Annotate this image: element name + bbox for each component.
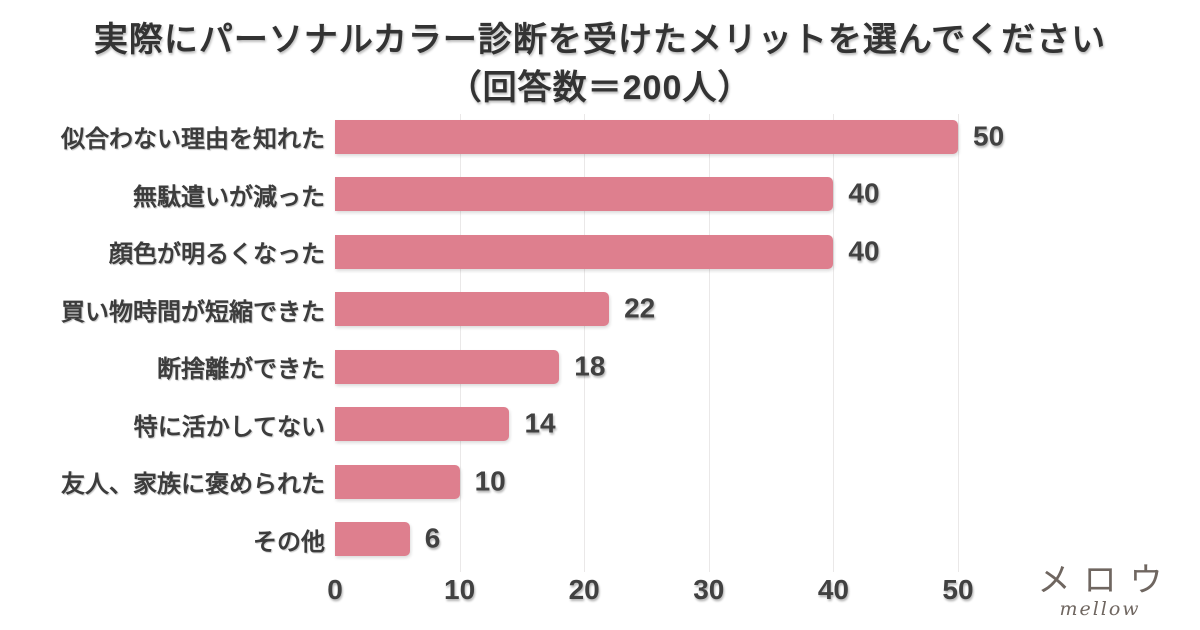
x-axis: 0 10 20 30 40 50 [0,574,1200,614]
bar-chart: 似合わない理由を知れた 50 無駄遣いが減った 40 顔色が明るくなった 40 … [0,108,1200,628]
mellow-logo-katakana: メロウ [1037,560,1176,599]
x-tick-0: 0 [327,574,343,605]
x-tick-20: 20 [568,574,600,605]
bar [335,119,958,154]
category-label: 無駄遣いが減った [133,183,325,211]
gridline-50 [958,114,959,572]
bar [335,349,560,384]
value-label: 6 [424,522,441,554]
bar [335,234,834,269]
bar-track: 6 [335,511,1200,569]
bar-track: 40 [335,166,1200,224]
gridline-10 [459,114,461,572]
bar-track: 18 [335,338,1200,396]
chart-row: 断捨離ができた 18 [0,338,1200,396]
mellow-logo: メロウ mellow [1020,553,1180,620]
bar [335,177,834,211]
x-tick-30: 30 [693,574,725,605]
x-tick-40: 40 [817,574,849,605]
category-label: その他 [253,528,325,556]
value-label: 50 [973,120,1005,152]
value-label: 40 [848,177,880,209]
x-tick-50: 50 [942,574,974,605]
chart-row: 特に活かしてない 14 [0,396,1200,454]
gridline-30 [708,114,710,572]
bar-track: 50 [335,108,1200,166]
bar-track: 22 [335,281,1200,339]
value-label: 10 [474,465,506,497]
gridline-40 [833,114,835,572]
category-label: 顔色が明るくなった [109,241,325,269]
value-label: 40 [848,235,880,267]
bar-track: 10 [335,453,1200,511]
category-label: 似合わない理由を知れた [61,126,325,154]
bar [335,464,460,499]
gridline-20 [584,114,586,572]
chart-row: 顔色が明るくなった 40 [0,223,1200,281]
chart-row: 無駄遣いが減った 40 [0,166,1200,224]
chart-row: 友人、家族に褒められた 10 [0,453,1200,511]
category-label: 断捨離ができた [157,356,325,384]
bar-track: 40 [335,223,1200,281]
bar-track: 14 [335,396,1200,454]
category-label: 買い物時間が短縮できた [61,298,325,326]
bar [335,292,610,326]
value-label: 14 [524,407,556,439]
mellow-logo-roman: mellow [1059,598,1141,620]
chart-title: 実際にパーソナルカラー診断を受けたメリットを選んでください （回答数＝200人） [0,16,1200,113]
chart-title-line2: （回答数＝200人） [447,69,753,108]
value-label: 22 [624,292,656,324]
chart-rows: 似合わない理由を知れた 50 無駄遣いが減った 40 顔色が明るくなった 40 … [0,108,1200,568]
chart-row: その他 6 [0,511,1200,569]
bar [335,522,410,556]
value-label: 18 [574,350,606,382]
category-label: 特に活かしてない [133,413,325,441]
x-tick-10: 10 [444,574,476,605]
bar [335,407,510,441]
chart-title-line1: 実際にパーソナルカラー診断を受けたメリットを選んでください [93,21,1107,59]
category-label: 友人、家族に褒められた [61,471,325,499]
chart-row: 買い物時間が短縮できた 22 [0,281,1200,339]
chart-row: 似合わない理由を知れた 50 [0,108,1200,166]
